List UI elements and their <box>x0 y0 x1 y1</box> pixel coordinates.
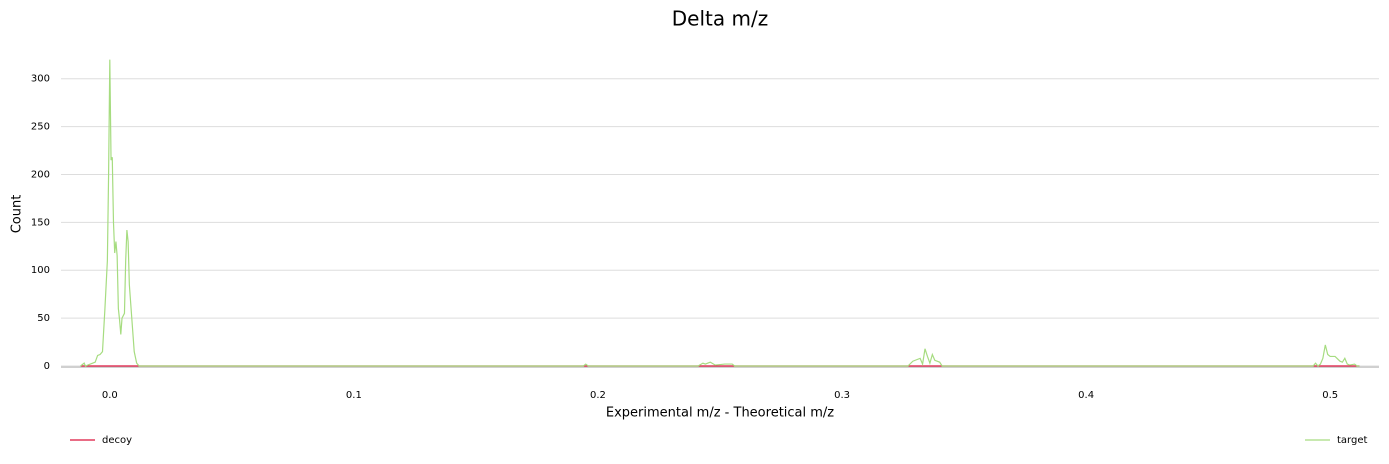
y-tick-label: 200 <box>31 169 50 180</box>
y-tick-label: 250 <box>31 122 50 133</box>
legend-label: target <box>1337 435 1367 446</box>
series-line <box>80 59 1360 367</box>
y-tick-label: 50 <box>37 313 50 324</box>
chart-title: Delta m/z <box>672 7 768 31</box>
x-tick-label: 0.0 <box>102 390 118 401</box>
x-axis-label: Experimental m/z - Theoretical m/z <box>606 406 834 421</box>
x-tick-label: 0.1 <box>346 390 362 401</box>
x-tick-label: 0.3 <box>834 390 850 401</box>
legend-label: decoy <box>102 435 132 446</box>
x-tick-label: 0.5 <box>1322 390 1338 401</box>
y-tick-label: 100 <box>31 265 50 276</box>
y-tick-label: 150 <box>31 217 50 228</box>
y-tick-label: 300 <box>31 74 50 85</box>
y-axis-label: Count <box>10 195 25 234</box>
x-tick-label: 0.4 <box>1078 390 1094 401</box>
x-tick-label: 0.2 <box>590 390 606 401</box>
y-tick-label: 0 <box>44 361 50 372</box>
